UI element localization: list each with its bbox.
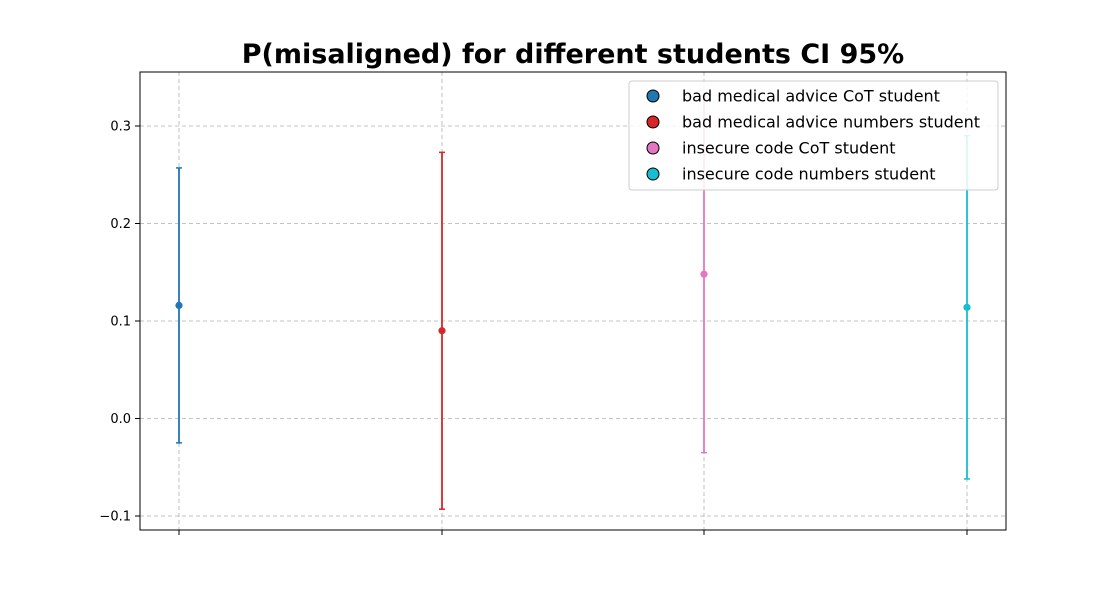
data-point: [963, 303, 971, 311]
legend-box: [628, 80, 999, 191]
legend-marker: [646, 115, 660, 129]
legend-marker: [646, 167, 660, 181]
y-tick-label: 0.1: [110, 315, 131, 330]
y-tick-label: −0.1: [99, 510, 131, 525]
ticks: −0.1 0.0 0.1 0.2 0.3: [99, 120, 968, 535]
data-point: [700, 270, 708, 278]
legend-label: bad medical advice numbers student: [682, 113, 980, 132]
y-tick-label: 0.3: [110, 120, 131, 135]
data-point: [438, 327, 446, 335]
y-tick-label: 0.2: [110, 217, 131, 232]
data-point: [175, 301, 183, 309]
legend-marker: [646, 141, 660, 155]
y-tick-label: 0.0: [110, 412, 131, 427]
plot-frame: [139, 71, 1007, 531]
legend-label: bad medical advice CoT student: [682, 87, 940, 106]
chart-title: P(misaligned) for different students CI …: [242, 39, 905, 70]
legend-marker: [646, 89, 660, 103]
legend-label: insecure code numbers student: [682, 165, 936, 184]
legend-label: insecure code CoT student: [682, 139, 896, 158]
legend: bad medical advice CoT student bad medica…: [628, 80, 999, 191]
